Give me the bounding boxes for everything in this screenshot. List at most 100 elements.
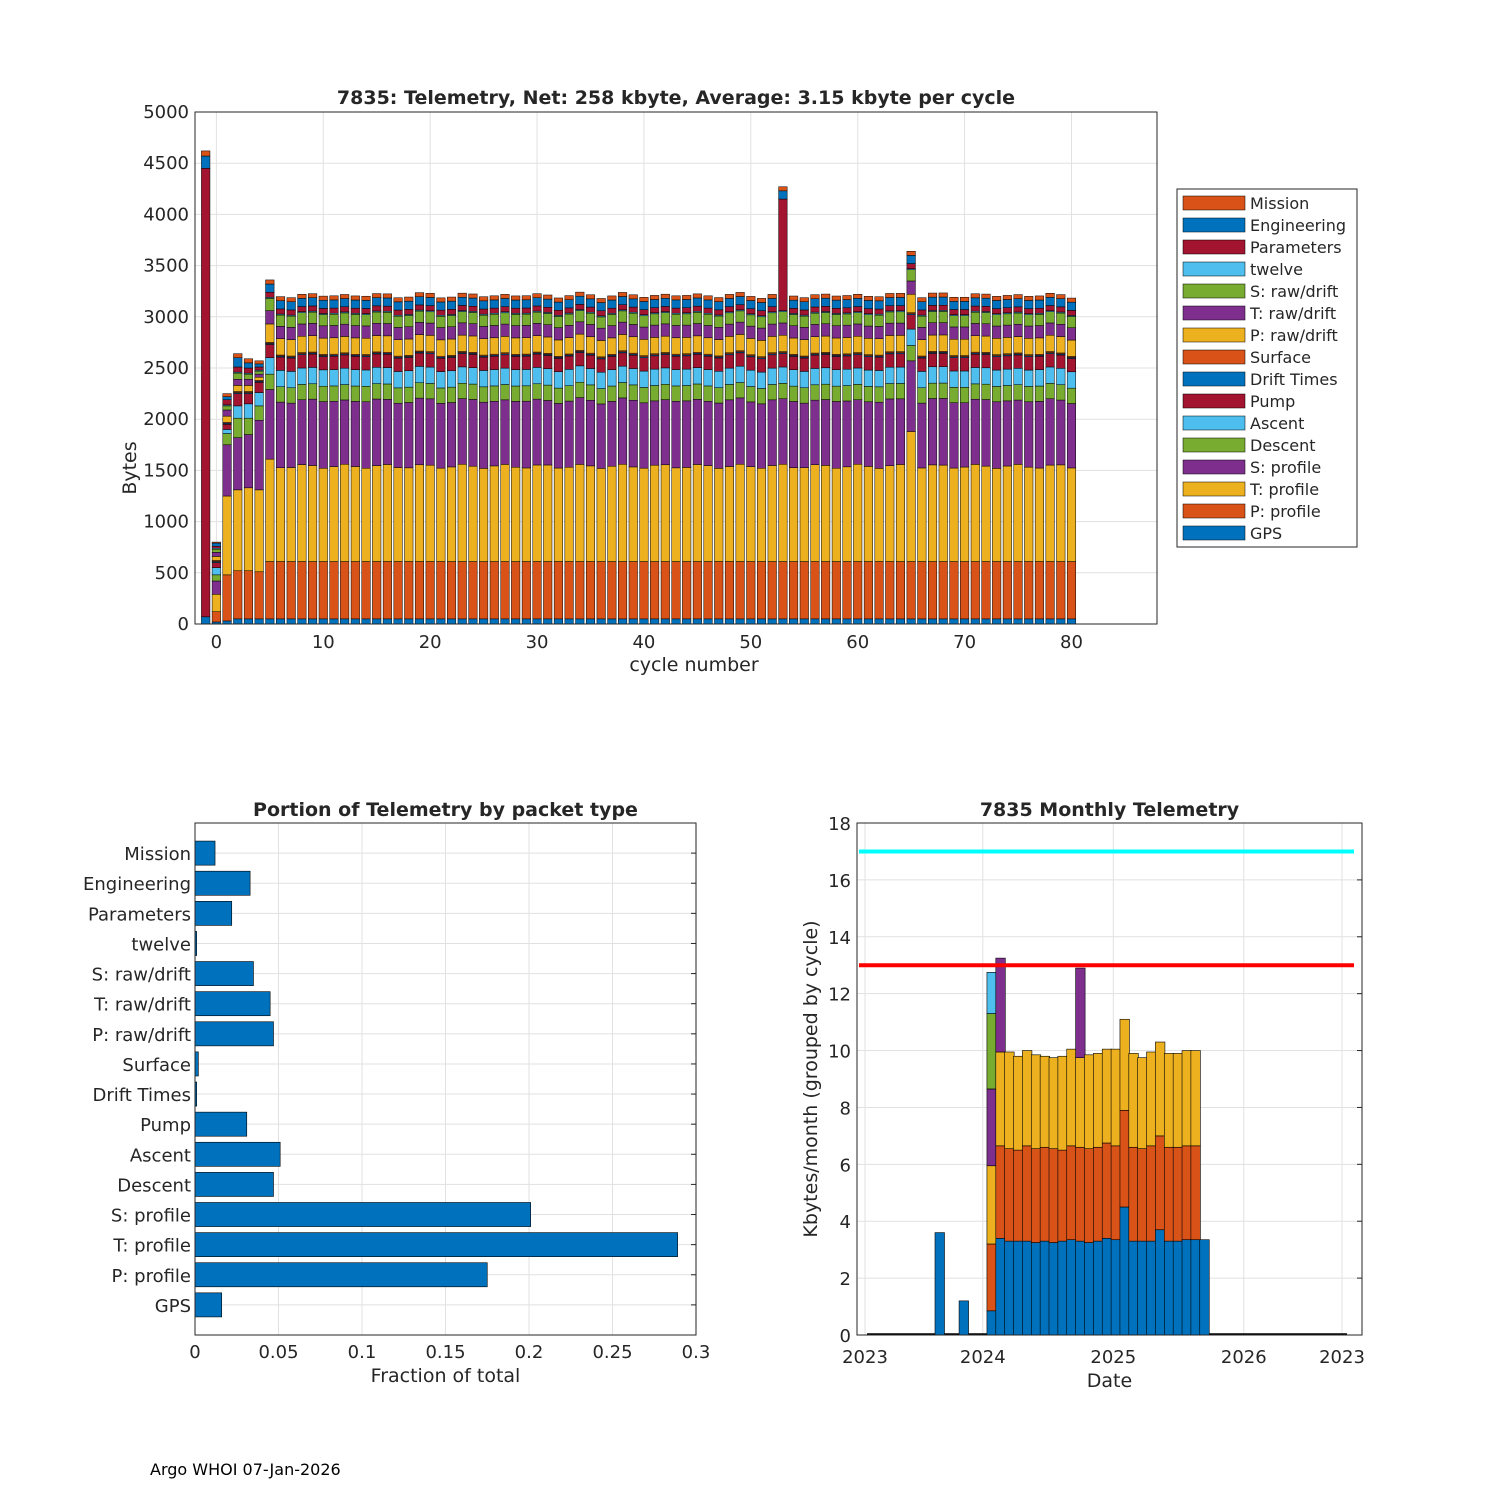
- bar-segment: [372, 311, 382, 324]
- bar-segment: [233, 385, 243, 392]
- bar-segment: [1030, 1054, 1042, 1149]
- bar-segment: [949, 338, 959, 356]
- bar-segment: [992, 338, 1002, 355]
- bar-segment: [457, 398, 467, 465]
- bar-segment: [628, 384, 638, 401]
- bar: [194, 1141, 281, 1167]
- bar-segment: [393, 618, 403, 625]
- bar-segment: [703, 325, 713, 339]
- bar-segment: [1002, 299, 1012, 308]
- bar-segment: [511, 401, 521, 468]
- bar-segment: [1039, 1146, 1050, 1242]
- bar-segment: [382, 323, 392, 337]
- bar-segment: [543, 618, 553, 625]
- bar-segment: [692, 399, 702, 465]
- bar-segment: [1002, 561, 1012, 620]
- bar-segment: [1034, 299, 1044, 309]
- bar-segment: [489, 385, 499, 402]
- bar-segment: [254, 366, 264, 371]
- bar-segment: [575, 310, 585, 323]
- bar-segment: [1013, 298, 1023, 308]
- bar-segment: [286, 402, 296, 468]
- bar-segment: [660, 323, 670, 337]
- bar-segment: [1155, 1041, 1166, 1137]
- bar-segment: [532, 398, 542, 466]
- bar-segment: [960, 309, 970, 315]
- bar-segment: [233, 570, 243, 620]
- bar-segment: [970, 297, 980, 307]
- bar-segment: [318, 467, 328, 562]
- x-tick-label: 30: [526, 632, 549, 653]
- bar-segment: [414, 292, 424, 297]
- x-tick-label: 0.2: [515, 1342, 544, 1363]
- bar-segment: [211, 552, 221, 557]
- bar-segment: [489, 561, 499, 620]
- bar-segment: [489, 295, 499, 301]
- x-tick-label: 0.05: [258, 1342, 298, 1363]
- bar-segment: [981, 354, 991, 369]
- bar-segment: [928, 382, 938, 399]
- bar-segment: [521, 307, 531, 314]
- bar-segment: [938, 398, 948, 466]
- y-tick-label: 5000: [143, 102, 189, 123]
- bar-segment: [254, 571, 264, 620]
- bar-segment: [404, 309, 414, 315]
- bar-segment: [489, 369, 499, 387]
- bar-segment: [895, 383, 905, 400]
- bar-segment: [1045, 334, 1055, 352]
- bar-segment: [650, 295, 660, 300]
- category-label: T: raw/drift: [93, 995, 191, 1016]
- bar-segment: [767, 561, 777, 620]
- bar-segment: [457, 334, 467, 352]
- bar-segment: [532, 297, 542, 307]
- bar-segment: [895, 305, 905, 312]
- bar-segment: [949, 315, 959, 328]
- bar-segment: [928, 366, 938, 384]
- bar-segment: [532, 383, 542, 400]
- bar-segment: [746, 338, 756, 356]
- bar-segment: [553, 561, 563, 620]
- bar-segment: [425, 383, 435, 400]
- bar-segment: [981, 312, 991, 325]
- bar-segment: [318, 314, 328, 327]
- bar-segment: [521, 467, 531, 562]
- bar-segment: [714, 309, 724, 316]
- bar-segment: [361, 386, 371, 402]
- bar-segment: [329, 369, 339, 387]
- bar-segment: [489, 465, 499, 562]
- bar-segment: [1013, 399, 1023, 465]
- bar-segment: [1093, 1240, 1104, 1336]
- bar-segment: [585, 465, 596, 562]
- bar-segment: [874, 618, 884, 625]
- bar-segment: [660, 464, 670, 562]
- legend-swatch: [1182, 459, 1246, 475]
- bar-segment: [767, 367, 777, 385]
- bar-segment: [1056, 618, 1066, 625]
- bar-segment: [1056, 336, 1066, 354]
- bar-segment: [1066, 358, 1077, 373]
- bar-segment: [906, 360, 916, 432]
- bar-segment: [329, 337, 339, 355]
- bar-segment: [928, 464, 938, 562]
- x-tick-label: 20: [419, 632, 442, 653]
- bar-segment: [970, 464, 980, 562]
- bar-segment: [1002, 307, 1012, 314]
- bar-segment: [778, 334, 788, 352]
- bar-segment: [575, 295, 585, 305]
- bar-segment: [1163, 1240, 1175, 1336]
- bar-segment: [1066, 310, 1077, 316]
- bar-segment: [960, 466, 970, 562]
- legend-label: Mission: [1250, 194, 1309, 213]
- legend-swatch: [1182, 415, 1246, 431]
- bar-segment: [756, 618, 767, 625]
- bar-segment: [372, 383, 382, 400]
- bar-segment: [863, 386, 873, 403]
- bar-segment: [1013, 336, 1023, 354]
- bar-segment: [628, 336, 638, 354]
- bar-segment: [500, 294, 510, 299]
- bar-segment: [404, 370, 414, 388]
- bar-segment: [906, 251, 916, 256]
- bar-segment: [831, 356, 841, 370]
- bar-segment: [724, 312, 734, 325]
- bar-segment: [885, 353, 895, 368]
